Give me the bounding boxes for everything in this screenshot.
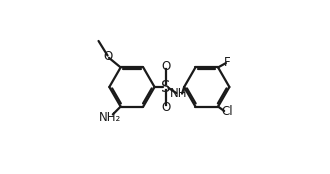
Text: O: O [103,50,112,64]
Text: F: F [224,56,231,69]
Text: NH: NH [170,88,188,100]
Text: S: S [161,80,171,94]
Text: NH₂: NH₂ [99,110,121,124]
Text: O: O [161,61,171,73]
Text: O: O [161,101,171,113]
Text: Cl: Cl [222,105,233,118]
